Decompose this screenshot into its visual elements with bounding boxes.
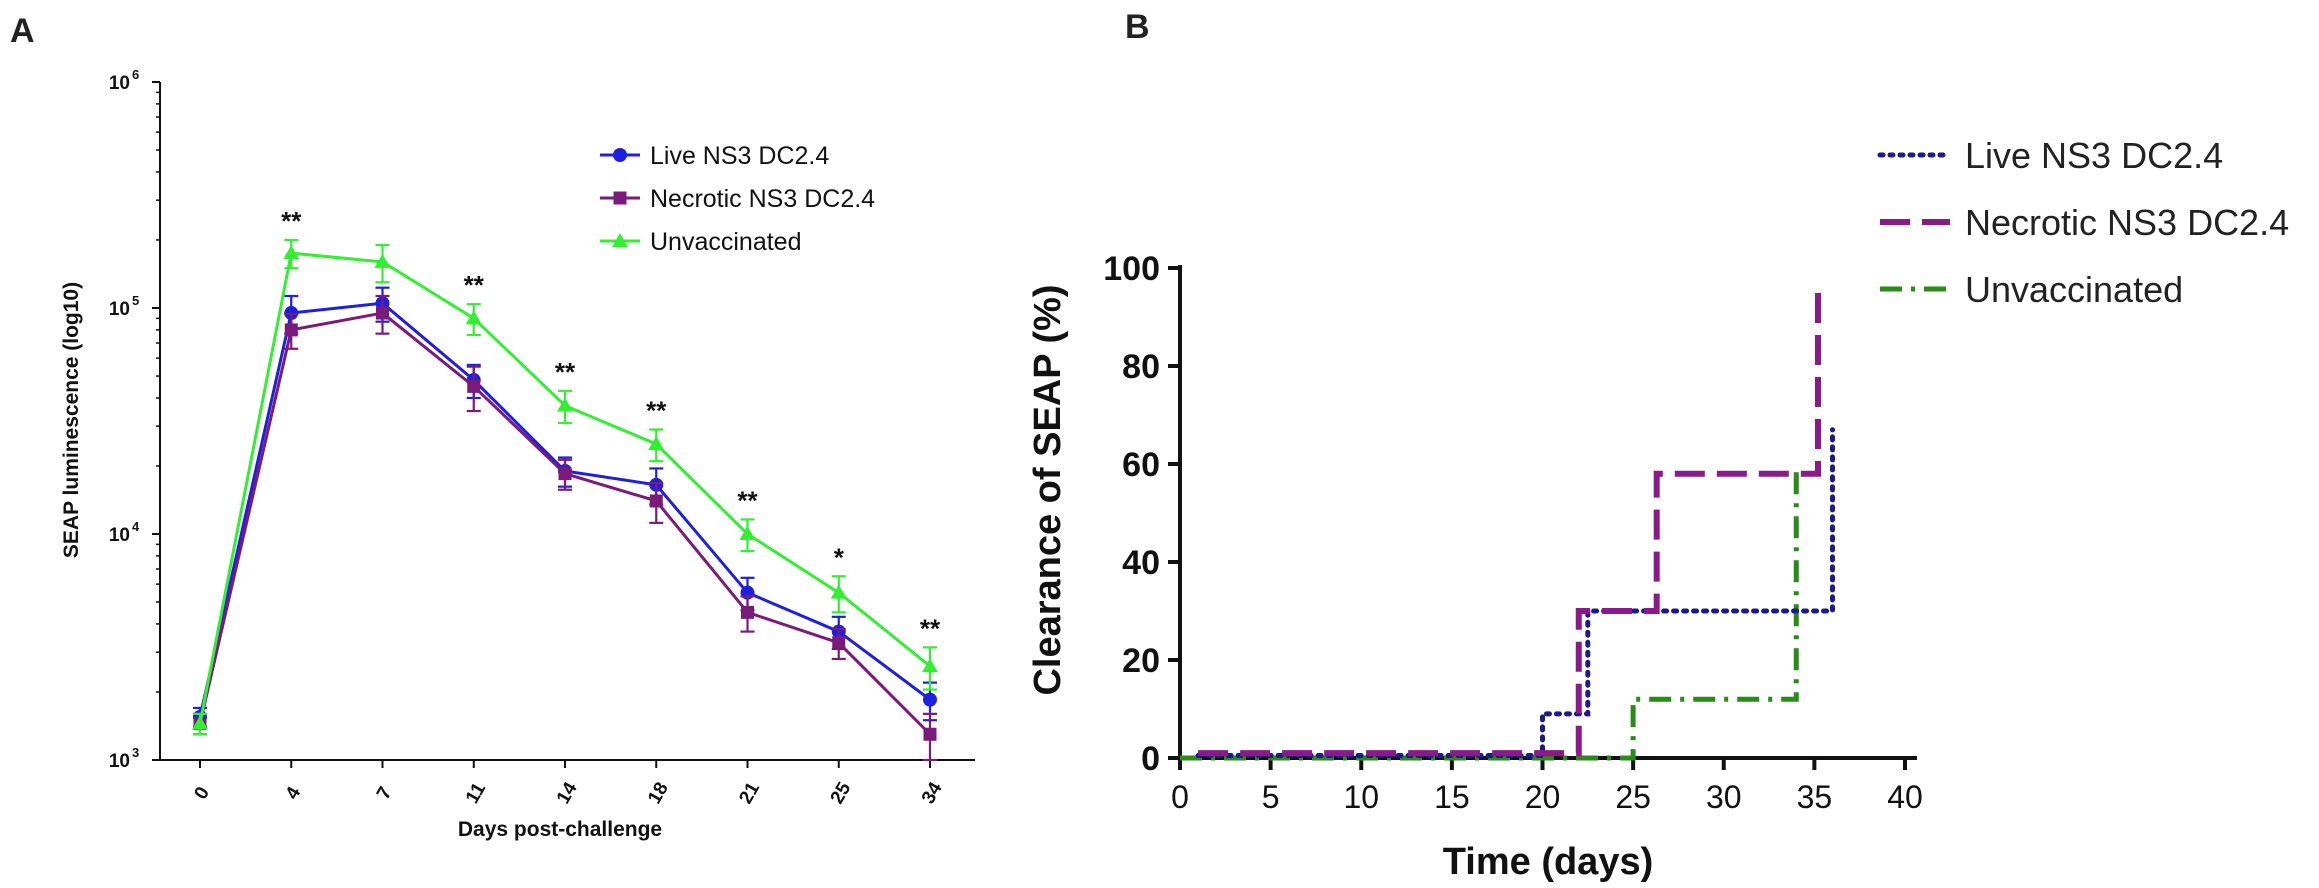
b-x-tick-label: 0 — [1171, 779, 1189, 815]
a-significance-mark: ** — [646, 395, 667, 425]
a-data-point — [832, 636, 846, 650]
a-y-tick-exponent: 4 — [132, 519, 140, 534]
a-x-tick-label: 21 — [735, 778, 764, 807]
a-data-point — [739, 526, 756, 540]
a-x-axis-label: Days post-challenge — [458, 818, 662, 841]
a-x-tick-label: 25 — [827, 778, 856, 807]
b-series-line-2 — [1198, 292, 1821, 757]
a-data-point — [558, 467, 572, 481]
a-significance-mark: * — [834, 542, 845, 572]
a-data-point — [923, 692, 937, 707]
b-x-tick-label: 5 — [1262, 779, 1280, 815]
b-x-tick-label: 15 — [1434, 779, 1470, 815]
a-y-axis-label: SEAP luminescence (log10) — [60, 282, 83, 558]
a-data-point — [376, 306, 389, 320]
b-y-tick-label: 80 — [1122, 348, 1160, 386]
b-y-tick-label: 0 — [1141, 740, 1160, 778]
a-data-point — [923, 727, 937, 741]
a-data-point — [741, 605, 754, 619]
a-y-tick-exponent: 6 — [132, 67, 139, 82]
a-y-tick-exponent: 3 — [132, 745, 139, 760]
b-legend: Live NS3 DC2.4 Necrotic NS3 DC2.4 Unvaccin… — [1877, 135, 2289, 310]
a-x-tick-label: 7 — [373, 783, 396, 803]
panel-a-chart: 10 310 410 510 60 4 7 11 14 18 21 25 34 ************… — [60, 67, 975, 841]
a-x-tick-label: 18 — [644, 779, 673, 808]
a-x-tick-label: 14 — [553, 778, 582, 807]
a-data-point — [284, 323, 298, 337]
a-data-point — [467, 379, 481, 393]
a-data-point — [649, 494, 663, 508]
a-data-point — [922, 658, 938, 673]
a-legend-marker — [612, 233, 628, 247]
a-series-1 — [193, 286, 937, 729]
a-data-point — [465, 310, 482, 325]
b-series-line-1 — [1195, 427, 1835, 759]
a-significance-mark: ** — [920, 613, 941, 643]
a-y-tick-label: 10 — [109, 299, 130, 320]
panel-a-label: A — [10, 12, 35, 50]
a-series-3 — [192, 238, 938, 736]
b-x-tick-label: 35 — [1797, 779, 1833, 815]
a-legend-label: Unvaccinated — [650, 228, 801, 256]
panel-b-chart: 0 20 40 60 80 100 0 5 10 15 20 25 30 35 40 Time (days)… — [1027, 135, 2289, 883]
b-x-axis-label: Time (days) — [1443, 841, 1653, 883]
b-x-tick-label: 10 — [1343, 779, 1379, 815]
b-legend-label: Necrotic NS3 DC2.4 — [1965, 202, 2289, 243]
b-x-tick-label: 30 — [1706, 779, 1742, 815]
a-y-tick-exponent: 5 — [132, 293, 139, 308]
a-data-point — [374, 253, 391, 268]
b-y-tick-label: 40 — [1122, 544, 1160, 582]
b-y-tick-label: 20 — [1122, 642, 1160, 680]
a-legend-marker — [613, 191, 627, 205]
a-x-tick-label: 11 — [462, 779, 490, 807]
b-legend-label: Unvaccinated — [1965, 269, 2183, 310]
b-series-line-3 — [1180, 464, 1799, 761]
b-y-axis-label: Clearance of SEAP (%) — [1027, 284, 1069, 695]
a-legend: Live NS3 DC2.4 Necrotic NS3 DC2.4 Unvaccin… — [600, 142, 875, 256]
a-x-tick-label: 4 — [282, 783, 306, 803]
a-data-point — [283, 245, 300, 260]
a-data-point — [830, 584, 847, 599]
a-data-point — [648, 436, 665, 451]
a-significance-mark: ** — [464, 270, 485, 300]
a-legend-label: Necrotic NS3 DC2.4 — [650, 185, 875, 213]
panel-b-label: B — [1125, 8, 1150, 46]
b-x-tick-label: 40 — [1887, 779, 1923, 815]
a-significance-mark: ** — [737, 485, 758, 515]
a-significance-mark: ** — [555, 357, 576, 387]
b-x-tick-label: 20 — [1525, 779, 1561, 815]
a-legend-label: Live NS3 DC2.4 — [650, 142, 829, 170]
a-x-tick-label: 0 — [190, 783, 213, 803]
b-legend-label: Live NS3 DC2.4 — [1965, 135, 2223, 176]
b-y-tick-label: 60 — [1122, 446, 1160, 484]
a-significance-mark: ** — [281, 206, 302, 236]
a-y-tick-label: 10 — [109, 751, 130, 772]
b-x-tick-label: 25 — [1615, 779, 1651, 815]
a-data-point — [192, 715, 208, 730]
a-y-tick-label: 10 — [109, 73, 130, 94]
a-x-tick-label: 34 — [918, 778, 947, 807]
a-legend-marker — [613, 148, 627, 162]
a-data-point — [557, 397, 573, 412]
b-y-tick-label: 100 — [1103, 250, 1160, 288]
a-y-tick-label: 10 — [109, 525, 130, 546]
